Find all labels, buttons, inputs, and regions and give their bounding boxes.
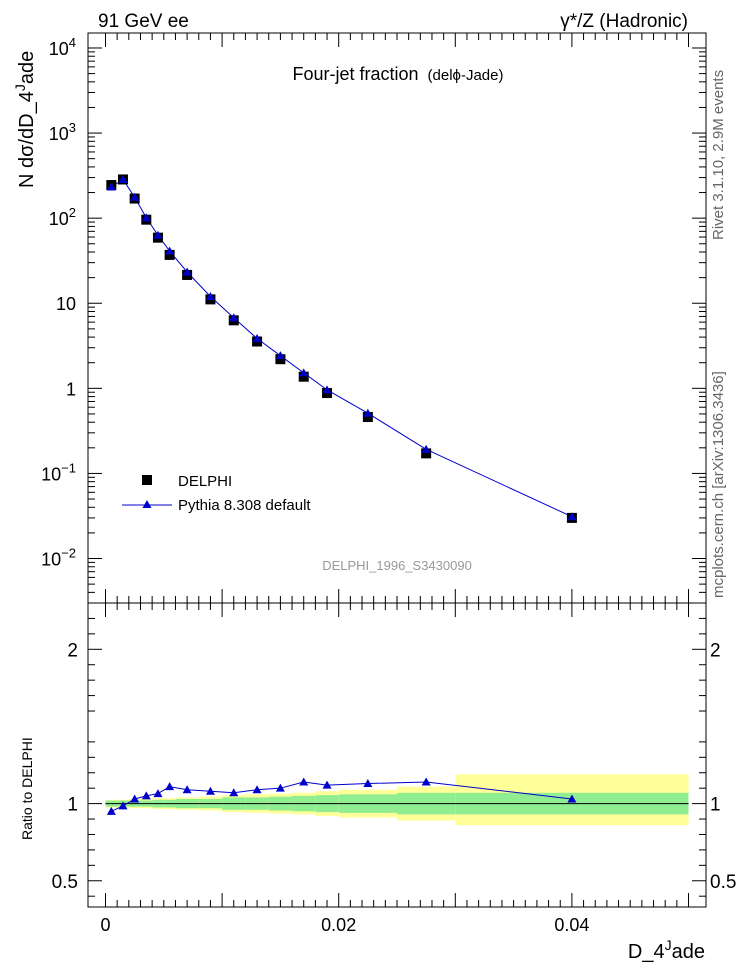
- y-tick-label: 1: [66, 379, 76, 399]
- ratio-point: [229, 788, 239, 797]
- y-axis-label: N dσ/dD_4Jade: [12, 51, 38, 188]
- x-tick-label: 0: [100, 915, 110, 935]
- ratio-point: [205, 786, 215, 795]
- rivet-label: Rivet 3.1.10, 2.9M events: [710, 70, 727, 240]
- pythia-point: [322, 385, 332, 394]
- pythia-point: [106, 182, 116, 191]
- delphi-point: [362, 412, 373, 423]
- main-axes: 10−2 10−1 1 10 102 103 104: [41, 32, 707, 604]
- pythia-point: [205, 292, 215, 301]
- delphi-point: [164, 249, 175, 260]
- main-series: [106, 174, 577, 523]
- delphi-point: [298, 371, 309, 382]
- legend-marker-pythia: [142, 500, 152, 508]
- pythia-point: [118, 174, 128, 183]
- ratio-point: [118, 801, 128, 810]
- uncertainty-bands: [105, 774, 689, 826]
- x-axis-label: D_4Jade: [628, 937, 705, 963]
- mcplots-label: mcplots.cern.ch [arXiv:1306.3436]: [710, 371, 727, 598]
- legend: DELPHI Pythia 8.308 default: [122, 473, 311, 514]
- legend-marker-delphi: [142, 475, 152, 485]
- ratio-point: [299, 777, 309, 786]
- pythia-point: [252, 334, 262, 343]
- x-tick-label: 0.02: [321, 915, 356, 935]
- y-tick-label: 10−2: [41, 546, 76, 570]
- ratio-y-tick-label: 1: [67, 795, 78, 816]
- delphi-point: [421, 448, 432, 459]
- pythia-point: [567, 512, 577, 521]
- ratio-point: [165, 782, 175, 791]
- pythia-point: [421, 444, 431, 453]
- pythia-point: [229, 313, 239, 322]
- ratio-point: [421, 777, 431, 786]
- main-frame: [87, 32, 707, 604]
- ratio-y-tick-label: 2: [710, 640, 721, 661]
- chart-title: Four-jet fraction (delϕ-Jade): [293, 64, 504, 84]
- header-left: 91 GeV ee: [98, 11, 189, 32]
- pythia-point: [275, 351, 285, 360]
- ratio-point: [130, 794, 140, 803]
- pythia-point: [153, 230, 163, 239]
- ratio-point: [252, 785, 262, 794]
- ratio-point: [141, 791, 151, 800]
- chart-title-sub: (delϕ-Jade): [428, 67, 504, 84]
- ratio-frame: [87, 602, 707, 908]
- ratio-point: [322, 780, 332, 789]
- ratio-point: [363, 779, 373, 788]
- pythia-point: [182, 267, 192, 276]
- pythia-point: [130, 192, 140, 201]
- ratio-point: [275, 783, 285, 792]
- ratio-point: [153, 789, 163, 798]
- ratio-y-tick-label: 0.5: [52, 872, 78, 893]
- pythia-point: [363, 408, 373, 417]
- pythia-point: [165, 246, 175, 255]
- ratio-series: [106, 777, 577, 815]
- ratio-point: [106, 806, 116, 815]
- ratio-y-tick-label: 0.5: [710, 872, 736, 893]
- y-tick-label: 104: [49, 35, 76, 59]
- ratio-axes: 0 0.02 0.04 0.5 0.5 1 1 2 2: [52, 602, 736, 935]
- legend-label-pythia: Pythia 8.308 default: [178, 497, 311, 514]
- ratio-line: [111, 781, 572, 812]
- pythia-line: [111, 178, 573, 518]
- legend-label-delphi: DELPHI: [178, 473, 232, 490]
- pythia-point: [141, 213, 151, 222]
- y-tick-label: 10: [56, 294, 76, 314]
- ratio-y-tick-label: 2: [67, 640, 78, 661]
- y-tick-label: 103: [49, 120, 76, 144]
- header-right: γ*/Z (Hadronic): [560, 11, 688, 32]
- ratio-y-axis-label: Ratio to DELPHI: [19, 737, 35, 840]
- ratio-y-tick-label: 1: [710, 795, 721, 816]
- pythia-point: [299, 368, 309, 377]
- chart-title-main: Four-jet fraction: [293, 64, 419, 84]
- x-tick-label: 0.04: [554, 915, 589, 935]
- ratio-point: [182, 785, 192, 794]
- y-tick-label: 102: [49, 205, 76, 229]
- ratio-point: [567, 794, 577, 803]
- analysis-id: DELPHI_1996_S3430090: [322, 558, 472, 573]
- y-tick-label: 10−1: [41, 460, 76, 484]
- delphi-point: [275, 354, 286, 365]
